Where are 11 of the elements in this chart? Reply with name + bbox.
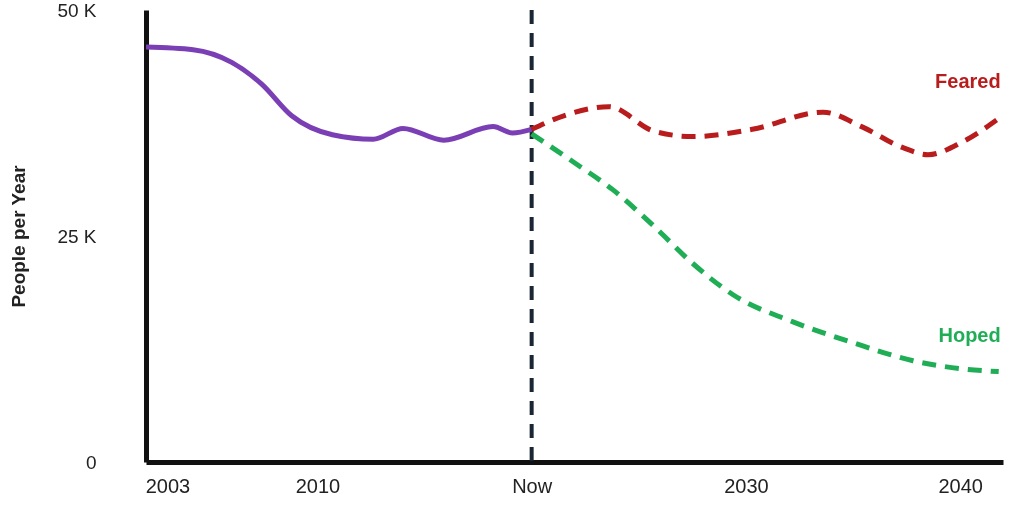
y-tick-label: 0 — [85, 451, 97, 473]
x-tick-label: 2030 — [724, 474, 769, 497]
series-label: Feared — [935, 70, 1001, 93]
x-tick-label: 2040 — [938, 474, 983, 497]
y-axis-title: People per Year — [8, 164, 30, 308]
y-tick-label: 25 K — [57, 225, 97, 247]
y-tick-label: 50 K — [57, 0, 97, 21]
x-tick-label: 2010 — [295, 474, 341, 497]
x-tick-label: Now — [512, 474, 553, 497]
series-label: Hoped — [938, 323, 1001, 346]
x-tick-label: 2003 — [145, 474, 191, 497]
